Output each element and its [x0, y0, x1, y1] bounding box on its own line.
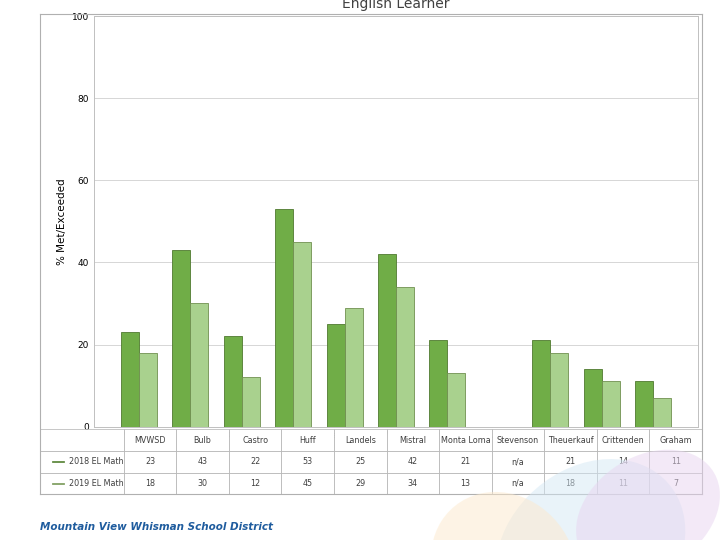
Text: Mountain View Whisman School District: Mountain View Whisman School District [40, 522, 273, 532]
Text: 11: 11 [671, 457, 680, 466]
Text: MVWSD: MVWSD [134, 436, 166, 444]
Text: 43: 43 [197, 457, 207, 466]
Text: 23: 23 [145, 457, 155, 466]
Bar [439, 429, 492, 451]
Text: Mistral: Mistral [400, 436, 426, 444]
Text: Stevenson: Stevenson [497, 436, 539, 444]
Bar [40, 472, 124, 494]
Bar [429, 340, 447, 427]
Bar [653, 398, 671, 427]
Text: 45: 45 [302, 479, 312, 488]
Bar [282, 451, 334, 472]
Bar [492, 451, 544, 472]
Bar [40, 451, 124, 472]
Bar [635, 381, 653, 427]
Bar [229, 429, 282, 451]
Bar [334, 472, 387, 494]
Text: Landels: Landels [345, 436, 376, 444]
Bar [649, 472, 702, 494]
Text: Theuerkauf: Theuerkauf [548, 436, 593, 444]
Text: 29: 29 [355, 479, 366, 488]
Bar [387, 472, 439, 494]
Bar [229, 451, 282, 472]
Bar [176, 451, 229, 472]
Bar [544, 472, 597, 494]
Bar [550, 353, 568, 427]
Bar [597, 429, 649, 451]
Text: 2018 EL Math: 2018 EL Math [69, 457, 124, 466]
Text: n/a: n/a [512, 457, 524, 466]
Text: 18: 18 [566, 479, 575, 488]
Bar [224, 336, 242, 427]
Bar [378, 254, 396, 427]
Bar [124, 451, 176, 472]
Text: Castro: Castro [242, 436, 269, 444]
Bar [345, 308, 363, 427]
Bar [229, 472, 282, 494]
Bar [597, 472, 649, 494]
Text: 34: 34 [408, 479, 418, 488]
Bar [40, 429, 124, 451]
Text: 21: 21 [460, 457, 470, 466]
Bar [139, 353, 157, 427]
Bar [53, 461, 64, 462]
Bar [173, 250, 191, 427]
Text: 13: 13 [460, 479, 470, 488]
Text: Huff: Huff [300, 436, 316, 444]
Text: Crittenden: Crittenden [602, 436, 644, 444]
Bar [121, 332, 139, 427]
Bar [447, 373, 465, 427]
Bar [176, 472, 229, 494]
Bar [282, 472, 334, 494]
Bar [176, 429, 229, 451]
Title: CAASPP Math
English Learner: CAASPP Math English Learner [342, 0, 450, 11]
Text: n/a: n/a [512, 479, 524, 488]
Bar [124, 429, 176, 451]
Text: 11: 11 [618, 479, 628, 488]
Bar [275, 209, 293, 427]
Bar [544, 451, 597, 472]
Bar [334, 451, 387, 472]
Bar [439, 472, 492, 494]
Bar [601, 381, 619, 427]
Text: Monta Loma: Monta Loma [441, 436, 490, 444]
Text: 18: 18 [145, 479, 155, 488]
Text: 42: 42 [408, 457, 418, 466]
Bar [492, 472, 544, 494]
Bar [583, 369, 601, 427]
Text: 22: 22 [250, 457, 260, 466]
Bar [327, 324, 345, 427]
Bar [242, 377, 260, 427]
Bar [53, 483, 64, 484]
Bar [282, 429, 334, 451]
Bar [293, 242, 311, 427]
Text: Graham: Graham [660, 436, 692, 444]
Bar [191, 303, 209, 427]
Bar [544, 429, 597, 451]
Text: 2019 EL Math: 2019 EL Math [69, 479, 124, 488]
Text: Bulb: Bulb [194, 436, 212, 444]
Text: 7: 7 [673, 479, 678, 488]
Text: 25: 25 [355, 457, 366, 466]
Text: 12: 12 [250, 479, 260, 488]
Bar [597, 451, 649, 472]
Bar [334, 429, 387, 451]
Y-axis label: % Met/Exceeded: % Met/Exceeded [58, 178, 68, 265]
Bar [649, 451, 702, 472]
Bar [124, 472, 176, 494]
Bar [439, 451, 492, 472]
Bar [492, 429, 544, 451]
Text: 53: 53 [302, 457, 312, 466]
Bar [387, 429, 439, 451]
Bar [532, 340, 550, 427]
Text: 21: 21 [565, 457, 575, 466]
Text: 14: 14 [618, 457, 628, 466]
Bar [649, 429, 702, 451]
Text: 30: 30 [197, 479, 207, 488]
Bar [396, 287, 414, 427]
Bar [387, 451, 439, 472]
